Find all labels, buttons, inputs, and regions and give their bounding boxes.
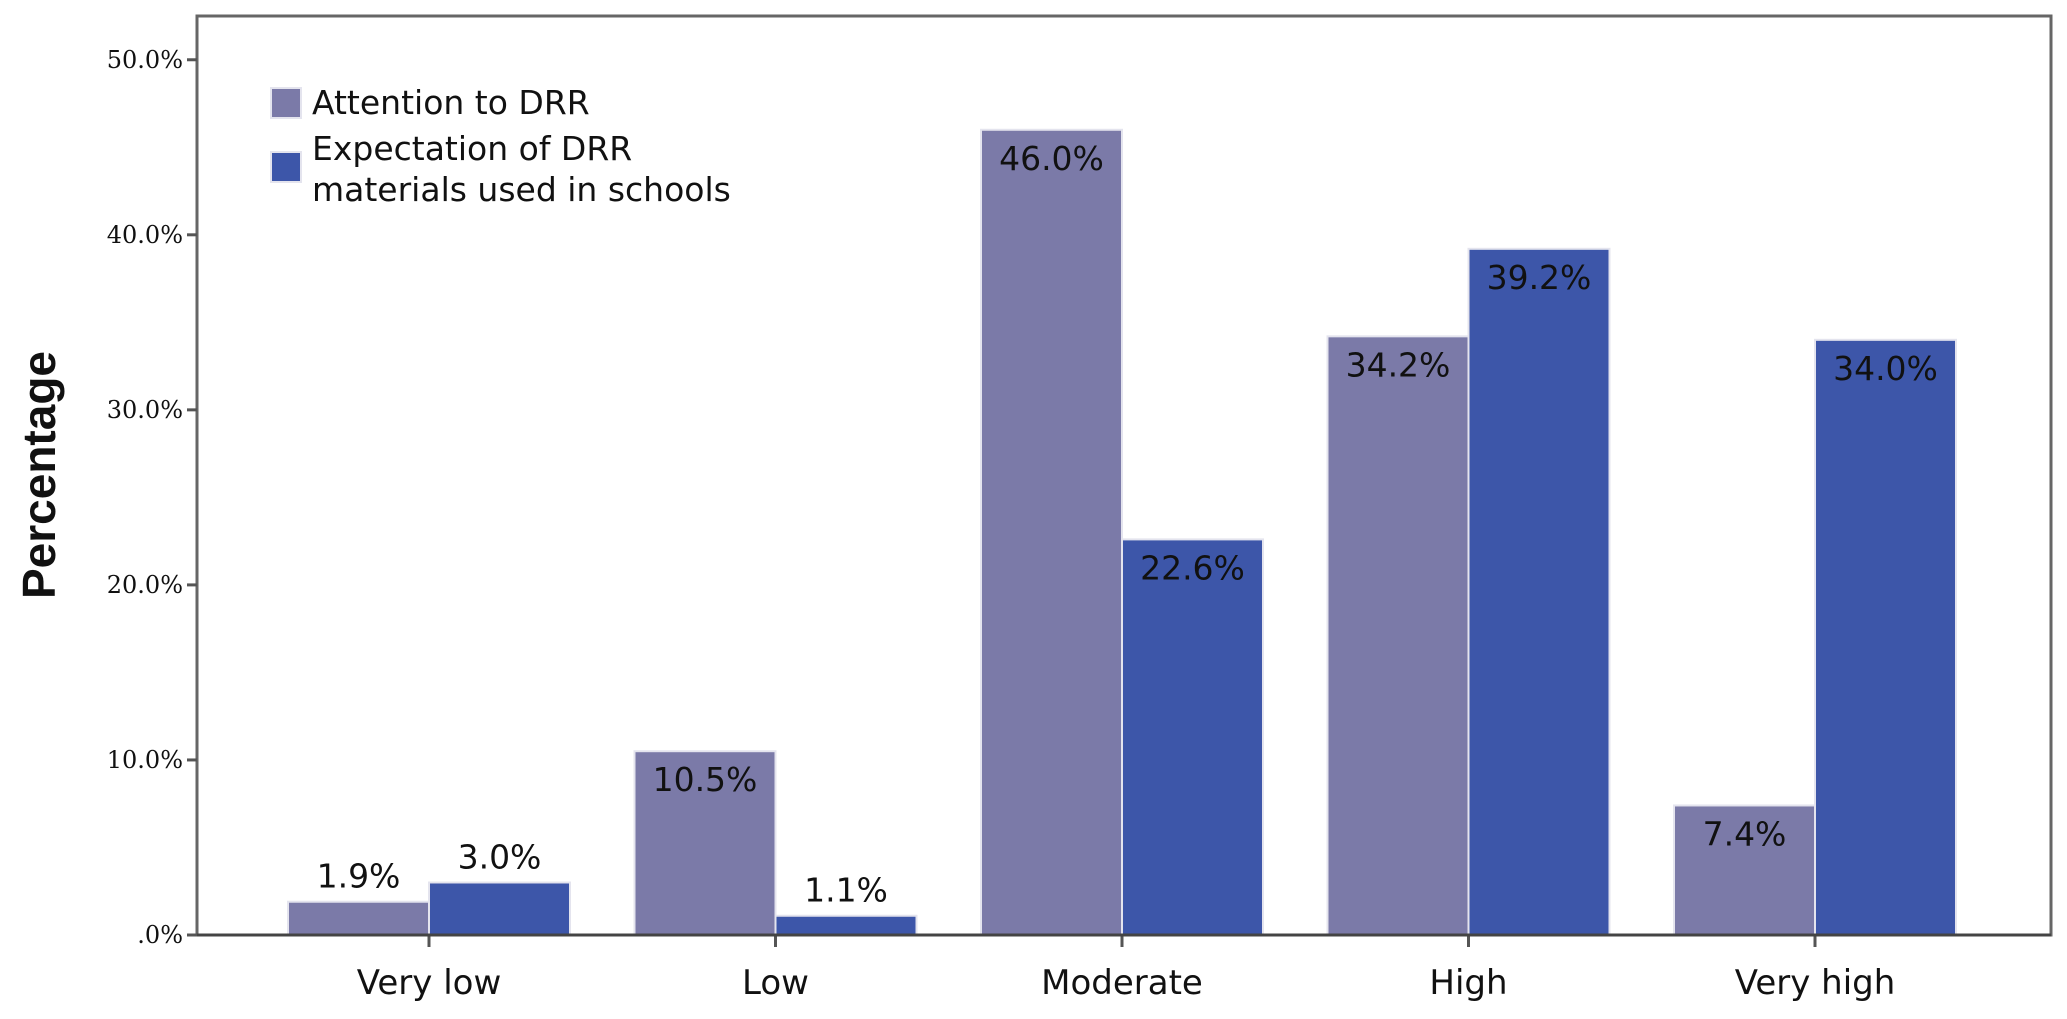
legend-label-expectation: Expectation of DRR: [312, 129, 632, 168]
y-tick-label: 10.0%: [107, 746, 183, 774]
x-axis: Very low Low Moderate High Very high: [197, 933, 2051, 1003]
y-tick-label: .0%: [137, 921, 183, 949]
data-label: 34.2%: [1346, 345, 1451, 384]
x-category-label: Very low: [357, 963, 502, 1003]
bar-expectation: [1467, 247, 1611, 936]
legend-label-expectation: materials used in schools: [312, 170, 731, 209]
bar-attention: [287, 900, 430, 937]
y-axis-label: Percentage: [13, 351, 65, 599]
bar-expectation: [1814, 338, 1957, 937]
legend-swatch-expectation: [270, 151, 302, 183]
x-category-label: High: [1429, 963, 1507, 1003]
data-label: 1.9%: [317, 857, 401, 896]
data-label: 46.0%: [999, 139, 1104, 178]
legend-label-attention: Attention to DRR: [312, 83, 590, 122]
bar-expectation: [428, 881, 571, 937]
data-label: 3.0%: [458, 837, 542, 876]
bars-group: 1.9% 3.0% 10.5% 1.1% 46.0% 22.6% 34.2% 39.2% 7.4…: [287, 128, 1957, 937]
x-category-label: Low: [742, 963, 809, 1003]
bar-attention: [980, 128, 1123, 936]
bar-attention: [633, 750, 777, 937]
data-label: 10.5%: [653, 760, 758, 799]
bar-expectation: [774, 914, 918, 936]
bar-attention: [1326, 335, 1470, 936]
bar-expectation: [1121, 538, 1264, 936]
data-label: 34.0%: [1833, 349, 1938, 388]
bar-attention: [1673, 804, 1816, 937]
x-category-label: Moderate: [1041, 963, 1203, 1003]
y-axis: .0% 10.0% 20.0% 30.0% 40.0% 50.0%: [107, 46, 197, 949]
data-label: 22.6%: [1140, 548, 1245, 587]
data-label: 1.1%: [804, 871, 888, 910]
legend: Attention to DRR Expectation of DRRmateri…: [270, 83, 731, 209]
y-tick-label: 50.0%: [107, 46, 183, 74]
y-tick-label: 30.0%: [107, 396, 183, 424]
data-label: 39.2%: [1487, 258, 1592, 297]
y-tick-label: 40.0%: [107, 221, 183, 249]
legend-swatch-attention: [270, 87, 302, 119]
y-tick-label: 20.0%: [107, 571, 183, 599]
x-category-label: Very high: [1735, 963, 1896, 1003]
data-label: 7.4%: [1703, 814, 1787, 853]
